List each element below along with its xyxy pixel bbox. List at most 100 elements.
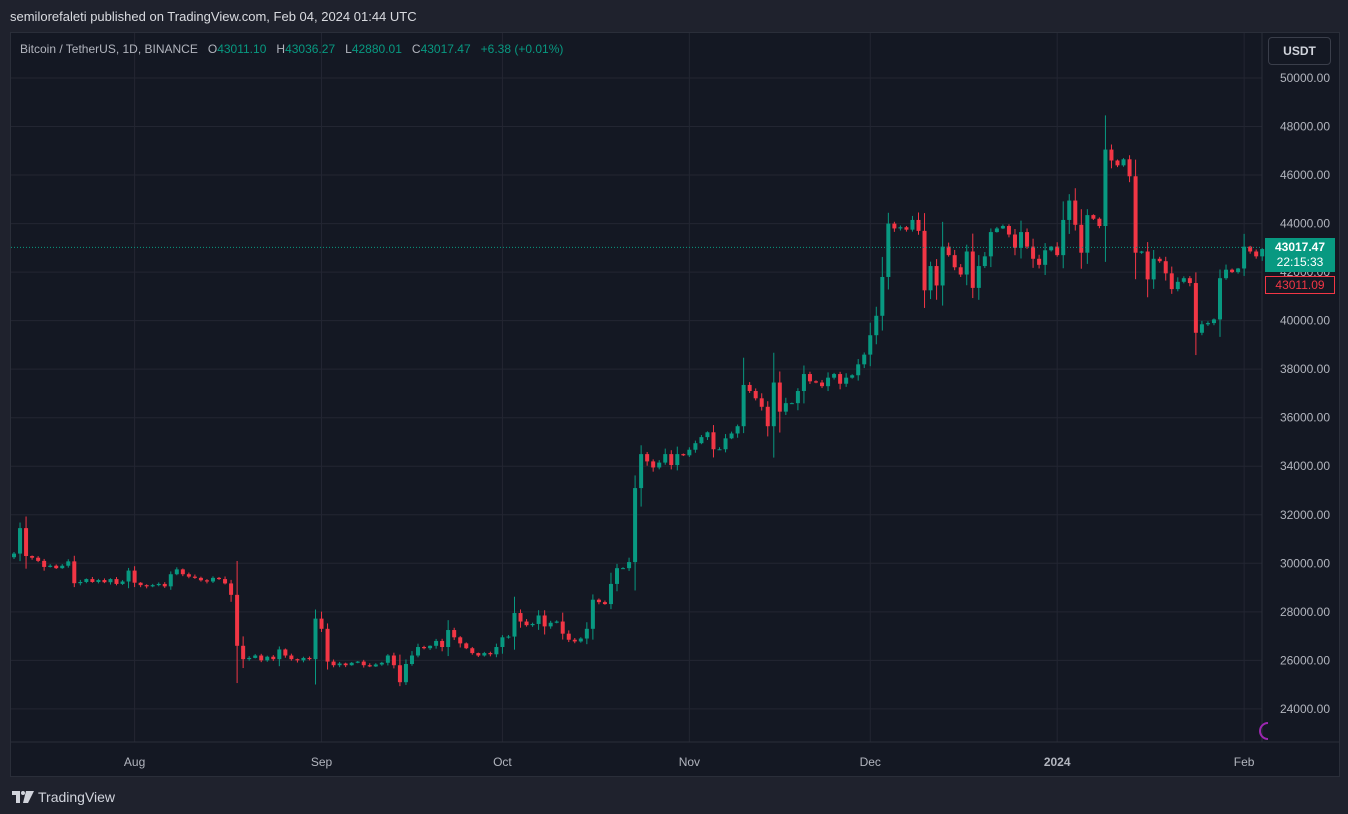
candle: [946, 246, 951, 256]
candle: [1139, 251, 1144, 253]
candle: [313, 618, 318, 660]
prev-close-tag: 43011.09: [1265, 276, 1335, 294]
candle: [741, 384, 746, 427]
candle: [904, 227, 909, 230]
candle: [482, 653, 487, 656]
event-marker-icon[interactable]: [1259, 722, 1273, 740]
candle: [1169, 273, 1174, 290]
candle: [542, 615, 547, 627]
symbol-label[interactable]: Bitcoin / TetherUS, 1D, BINANCE: [20, 42, 198, 56]
candle: [512, 613, 517, 637]
candle: [1037, 258, 1042, 265]
y-axis-label: 50000.00: [1280, 71, 1330, 85]
candle: [1260, 249, 1265, 257]
candle: [681, 454, 686, 456]
candle: [416, 647, 421, 656]
candle: [488, 653, 493, 655]
candle: [940, 246, 945, 286]
candle: [699, 437, 704, 444]
candle: [96, 580, 101, 582]
candle: [162, 583, 167, 587]
candle: [373, 664, 378, 667]
tradingview-logo-icon: [12, 791, 34, 803]
candle: [813, 381, 818, 383]
candle: [1043, 250, 1048, 265]
candle: [729, 433, 734, 439]
candle: [30, 556, 35, 558]
candle: [391, 655, 396, 666]
y-axis-label: 46000.00: [1280, 168, 1330, 182]
candle: [1103, 149, 1108, 227]
candle: [126, 570, 131, 582]
candle: [156, 583, 161, 586]
candle: [602, 602, 607, 605]
candle: [934, 266, 939, 286]
candle: [331, 661, 336, 666]
candle: [832, 374, 837, 378]
candle: [78, 581, 83, 584]
candle: [1085, 215, 1090, 253]
candle: [1199, 324, 1204, 333]
candle: [355, 661, 360, 663]
candle: [675, 454, 680, 466]
candle: [18, 528, 23, 554]
candle: [795, 391, 800, 404]
candle: [886, 223, 891, 277]
candle: [783, 403, 788, 412]
candle: [403, 663, 408, 683]
candle: [566, 633, 571, 640]
candle: [259, 655, 264, 661]
y-axis-label: 32000.00: [1280, 508, 1330, 522]
candle: [627, 562, 632, 569]
candle: [615, 568, 619, 584]
candle: [476, 653, 481, 656]
candle: [1079, 224, 1084, 253]
candle: [66, 561, 71, 566]
x-axis-label: Aug: [124, 755, 145, 769]
candle: [1133, 176, 1138, 253]
x-axis-label: 2024: [1044, 755, 1071, 769]
candle: [687, 449, 692, 456]
candle: [319, 618, 324, 629]
candle: [102, 580, 107, 583]
candle: [90, 579, 95, 582]
candle: [1248, 246, 1253, 252]
candle: [880, 276, 885, 316]
candle: [253, 655, 258, 658]
candle: [820, 382, 825, 387]
candle: [1230, 269, 1235, 273]
candle: [114, 579, 119, 584]
candle: [217, 577, 222, 580]
candle: [84, 579, 89, 582]
currency-button[interactable]: USDT: [1268, 37, 1331, 65]
y-axis-label: 48000.00: [1280, 120, 1330, 134]
candle: [198, 577, 203, 581]
footer-brand[interactable]: TradingView: [12, 789, 115, 805]
y-axis-label: 44000.00: [1280, 217, 1330, 231]
candle: [838, 374, 843, 384]
candle: [12, 553, 16, 558]
bar-countdown: 22:15:33: [1276, 255, 1324, 269]
candle: [994, 228, 999, 233]
chart-frame[interactable]: [10, 32, 1340, 777]
candle: [524, 621, 529, 626]
candle: [385, 655, 390, 663]
candle: [669, 454, 674, 466]
candle: [765, 406, 770, 427]
y-axis-label: 26000.00: [1280, 653, 1330, 667]
candle: [976, 266, 981, 288]
candle: [789, 403, 794, 405]
candle: [1193, 283, 1198, 333]
candle: [452, 630, 457, 638]
candle: [922, 230, 927, 291]
candle: [807, 374, 812, 382]
candle: [663, 454, 668, 463]
candle: [379, 662, 384, 665]
candle: [711, 432, 716, 450]
candle: [174, 569, 179, 575]
x-axis-label: Feb: [1234, 755, 1255, 769]
candle: [325, 628, 330, 662]
candle: [470, 648, 475, 654]
low-label: L: [345, 42, 352, 56]
